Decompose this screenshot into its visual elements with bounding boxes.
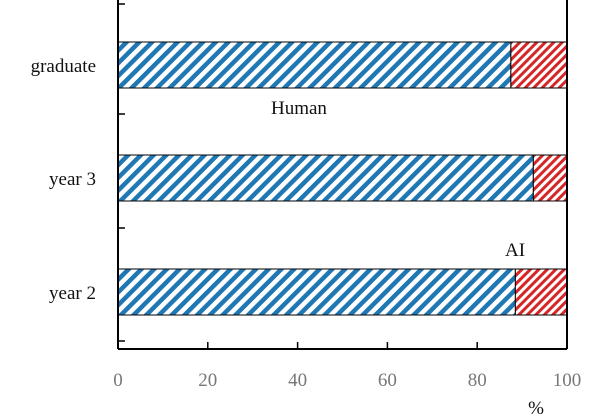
x-tick-label: 20	[198, 370, 217, 391]
bar-human-year-2	[117, 268, 516, 316]
bar-ai-year-3	[532, 154, 568, 202]
labels-group: 0 20 40 60 80 100 graduate year 3 year 2% Human AI	[31, 56, 582, 417]
x-tick-label: 60	[378, 370, 397, 391]
x-tick-label: 80	[468, 370, 487, 391]
bar-ai-year-2	[514, 268, 568, 316]
x-tick-label: 0	[113, 370, 123, 391]
axes-group	[117, 0, 568, 350]
bar-human-graduate	[117, 41, 512, 89]
category-label: year 3	[49, 169, 96, 190]
bar-human-year-3	[117, 154, 534, 202]
x-axis-label: %	[528, 398, 544, 417]
bars-group	[117, 41, 568, 316]
bar-ai-graduate	[510, 41, 568, 89]
annotation-human: Human	[271, 98, 327, 119]
x-tick-label: 40	[288, 370, 307, 391]
x-tick-label: 100	[553, 370, 582, 391]
category-label: year 2	[49, 283, 96, 304]
annotation-ai: AI	[505, 240, 525, 261]
category-label: graduate	[31, 56, 96, 77]
